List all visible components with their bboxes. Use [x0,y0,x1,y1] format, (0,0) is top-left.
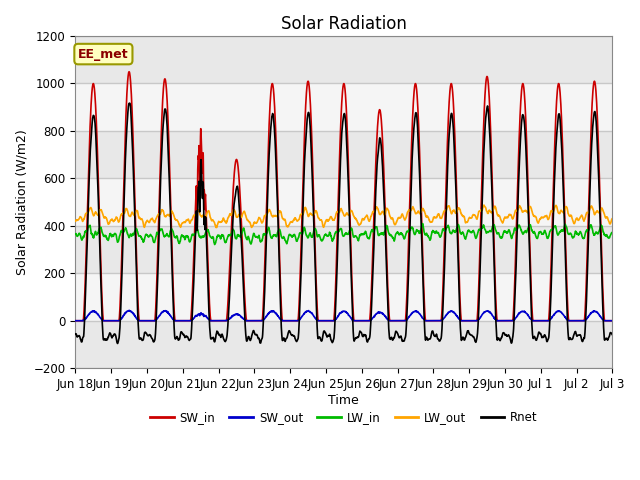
Bar [76,179,612,226]
Bar [76,131,612,179]
Legend: SW_in, SW_out, LW_in, LW_out, Rnet: SW_in, SW_out, LW_in, LW_out, Rnet [145,406,543,429]
Text: EE_met: EE_met [78,48,129,60]
Bar [76,36,612,84]
Bar [76,321,612,368]
Y-axis label: Solar Radiation (W/m2): Solar Radiation (W/m2) [15,129,28,275]
X-axis label: Time: Time [328,394,359,407]
Bar [76,273,612,321]
Title: Solar Radiation: Solar Radiation [281,15,407,33]
Bar [76,84,612,131]
Bar [76,226,612,273]
